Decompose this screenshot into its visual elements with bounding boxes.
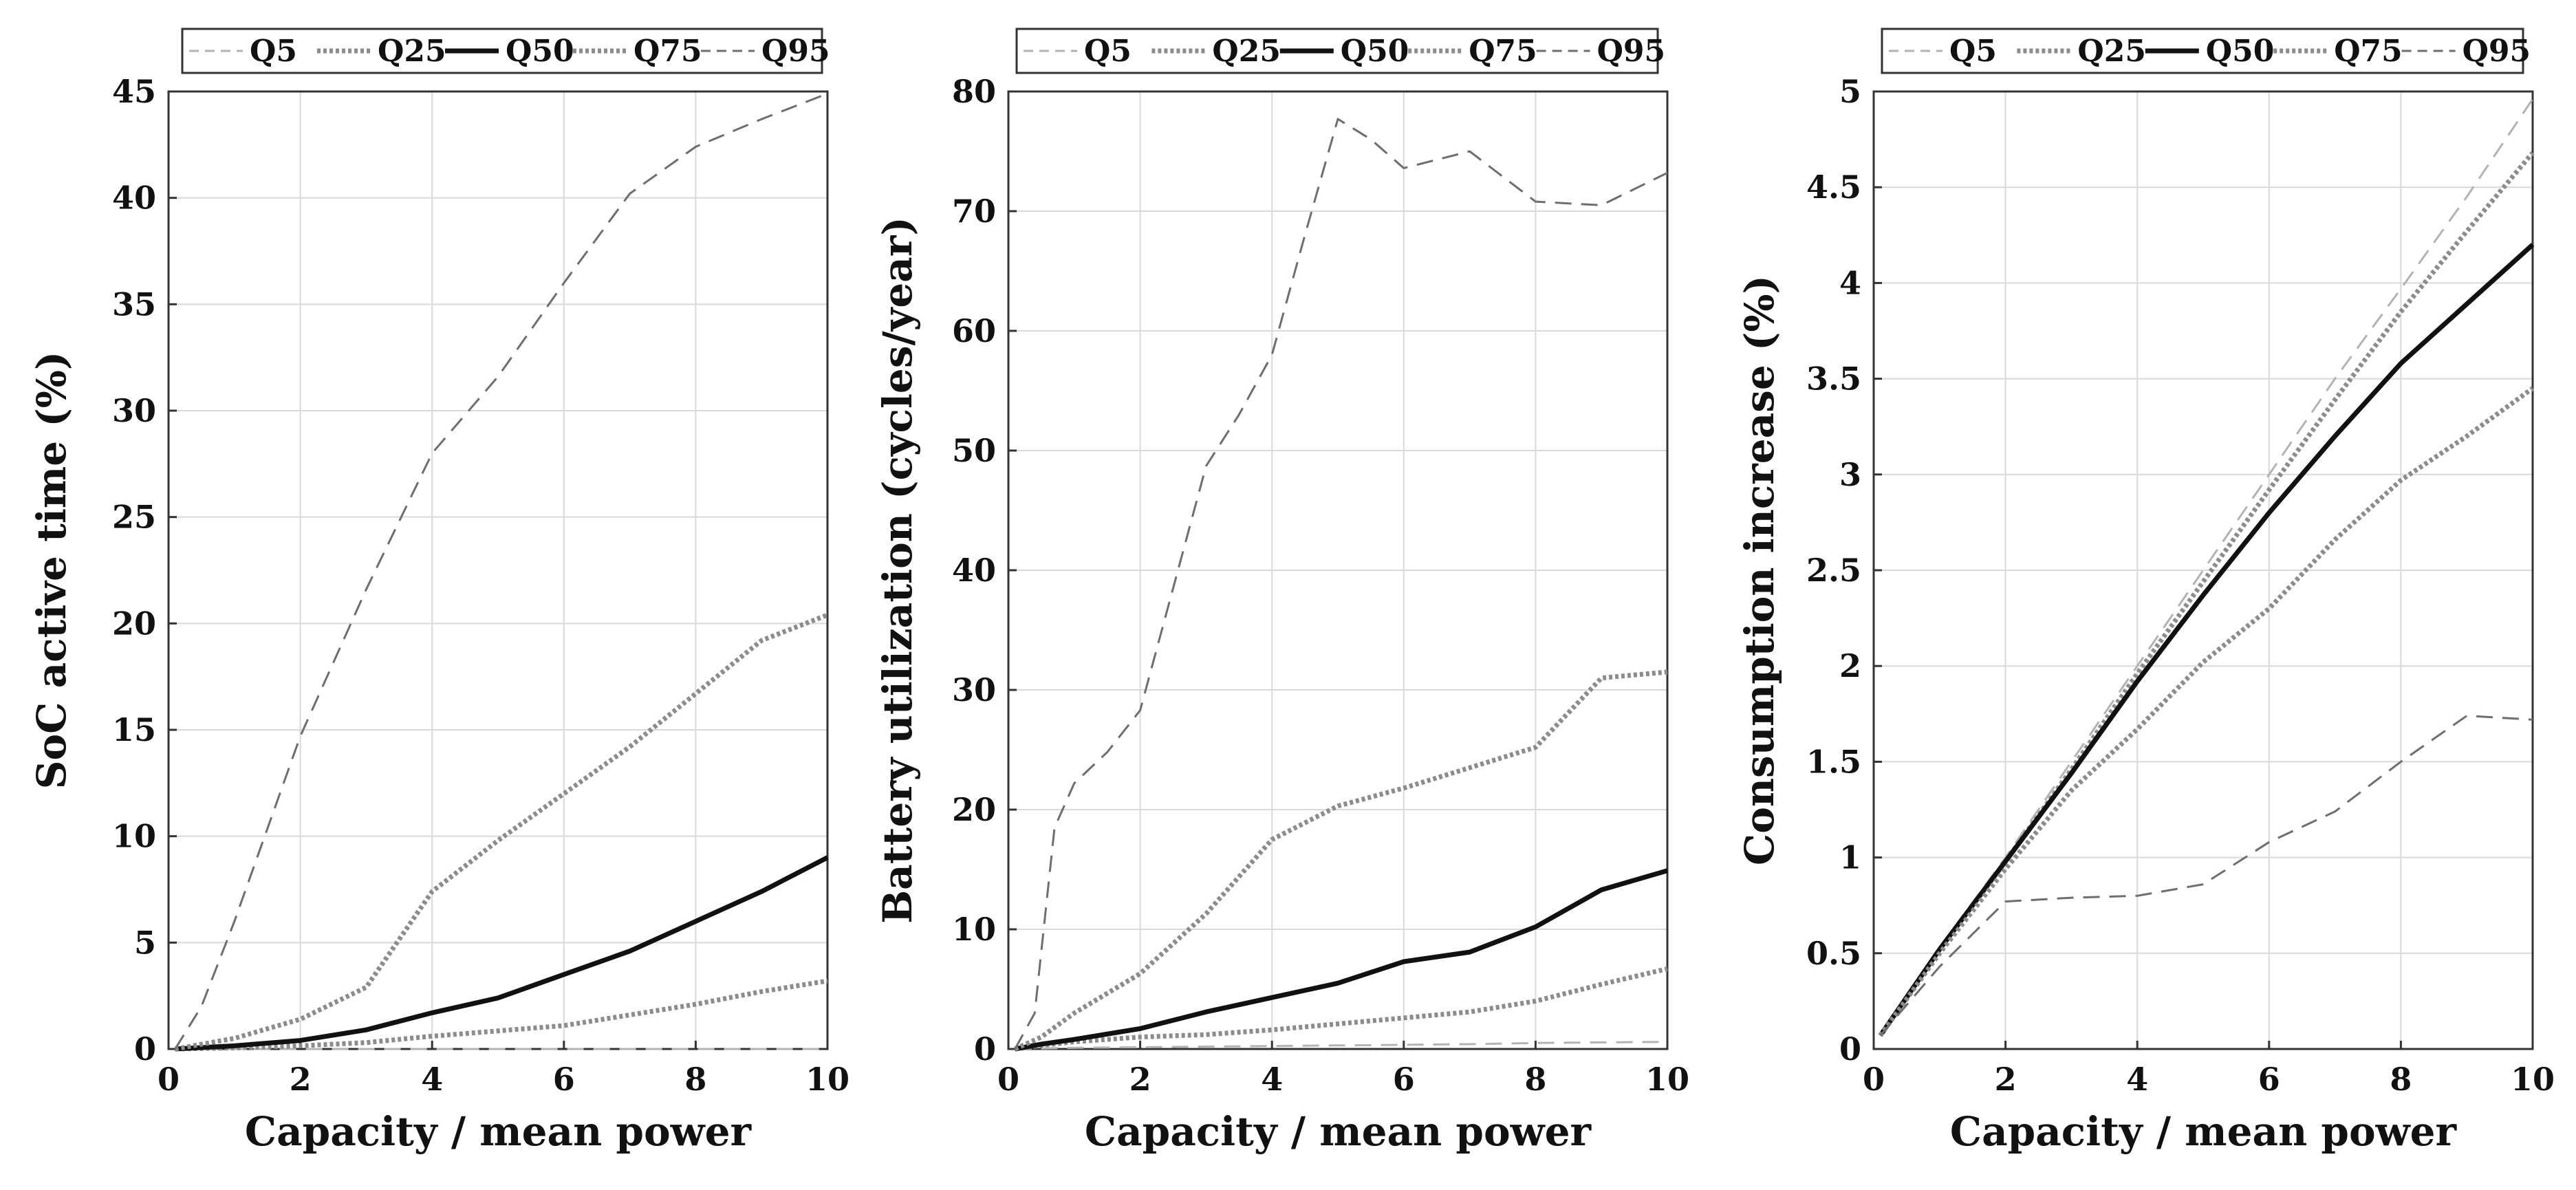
y-tick-label: 2.5 — [1806, 552, 1861, 589]
legend-label-q50: Q50 — [2206, 34, 2275, 69]
y-tick-label: 3 — [1839, 456, 1861, 493]
series-line-q50 — [1878, 243, 2535, 1037]
x-tick-label: 2 — [290, 1061, 312, 1098]
y-tick-label: 25 — [112, 499, 156, 536]
legend-label-q75: Q75 — [634, 34, 702, 69]
legend-label-q25: Q25 — [2077, 34, 2146, 69]
series-line-q50 — [1014, 868, 1668, 1052]
y-axis-label: Consumption increase (%) — [1736, 275, 1783, 865]
y-axis-label: Battery utilization (cycles/year) — [874, 217, 921, 924]
y-tick-label: 0 — [134, 1030, 156, 1068]
y-tick-label: 10 — [952, 911, 996, 948]
x-axis-label: Capacity / mean power — [1950, 1108, 2458, 1155]
chart-consumption-increase: 0 2 4 6 8 10 0 0.5 1 1.5 2 2.5 3 3.5 4 4.5 5 Capacity / m… — [1736, 28, 2555, 1155]
legend-label-q50: Q50 — [506, 34, 574, 69]
series-line-q95 — [1014, 118, 1668, 1050]
x-tick-label: 6 — [1393, 1061, 1415, 1098]
y-tick-label: 50 — [952, 432, 996, 469]
series-line-q50 — [175, 855, 829, 1052]
series-line-q5 — [1879, 98, 2534, 1037]
y-tick-label: 10 — [112, 818, 156, 855]
y-tick-label: 4.5 — [1806, 169, 1861, 206]
y-tick-label: 0 — [974, 1030, 996, 1068]
legend-label-q95: Q95 — [2463, 34, 2531, 69]
x-tick-label: 8 — [684, 1061, 706, 1098]
legend-label-q95: Q95 — [761, 34, 830, 69]
y-tick-label: 0 — [1839, 1030, 1861, 1068]
y-tick-label: 15 — [112, 711, 156, 748]
x-tick-label: 4 — [421, 1061, 443, 1098]
x-tick-label: 6 — [553, 1061, 575, 1098]
x-tick-label: 2 — [1995, 1061, 2017, 1098]
series-line-q5 — [1015, 1041, 1668, 1050]
y-tick-label: 70 — [952, 193, 996, 230]
legend-box — [1881, 28, 2524, 74]
y-tick-label: 5 — [134, 924, 156, 961]
y-tick-label: 1 — [1839, 839, 1861, 876]
y-tick-label: 5 — [1839, 73, 1861, 110]
legend: Q5 Q25 Q50 Q75 Q95 — [1015, 28, 1666, 74]
legend-label-q95: Q95 — [1597, 34, 1666, 69]
legend-box — [181, 28, 823, 74]
x-tick-label: 0 — [1863, 1061, 1885, 1098]
x-tick-label: 8 — [1524, 1061, 1546, 1098]
legend-label-q25: Q25 — [378, 34, 446, 69]
x-tick-label: 0 — [997, 1061, 1019, 1098]
x-tick-label: 4 — [2126, 1061, 2148, 1098]
y-tick-label: 30 — [952, 671, 996, 708]
legend-label-q50: Q50 — [1341, 34, 1409, 69]
series-line-q75 — [1878, 386, 2535, 1037]
legend: Q5 Q25 Q50 Q75 Q95 — [181, 28, 830, 74]
y-axis-label: SoC active time (%) — [28, 351, 75, 790]
y-tick-label: 20 — [112, 605, 156, 642]
legend: Q5 Q25 Q50 Q75 Q95 — [1881, 28, 2531, 74]
series-line-q75 — [1014, 669, 1668, 1052]
legend-label-q5: Q5 — [250, 34, 297, 69]
y-tick-label: 1.5 — [1806, 743, 1861, 780]
y-tick-label: 20 — [952, 791, 996, 828]
y-tick-label: 40 — [952, 552, 996, 589]
legend-box — [1015, 28, 1659, 74]
legend-label-q25: Q25 — [1212, 34, 1281, 69]
y-tick-label: 80 — [952, 73, 996, 110]
chart-battery-utilization: 0 2 4 6 8 10 0 10 20 30 40 50 60 70 80 Capacity / mean … — [874, 28, 1689, 1155]
series-line-q25 — [175, 978, 828, 1052]
x-tick-label: 2 — [1129, 1061, 1151, 1098]
x-tick-label: 10 — [2511, 1061, 2555, 1098]
x-tick-label: 4 — [1261, 1061, 1283, 1098]
y-tick-label: 45 — [112, 73, 156, 110]
legend-label-q75: Q75 — [2334, 34, 2403, 69]
legend-label-q75: Q75 — [1469, 34, 1537, 69]
y-tick-label: 0.5 — [1806, 935, 1861, 972]
x-tick-label: 10 — [805, 1061, 849, 1098]
chart-soc-active-time: 0 2 4 6 8 10 0 5 10 15 20 25 30 35 40 45 Capacity / mean… — [28, 28, 849, 1155]
x-tick-label: 0 — [158, 1061, 180, 1098]
legend-label-q5: Q5 — [1949, 34, 1997, 69]
series-line-q75 — [174, 612, 829, 1052]
y-tick-label: 2 — [1839, 647, 1861, 684]
legend-label-q5: Q5 — [1084, 34, 1132, 69]
x-tick-label: 10 — [1645, 1061, 1689, 1098]
y-tick-label: 3.5 — [1806, 360, 1861, 398]
series-line-q25 — [1015, 966, 1668, 1052]
y-tick-label: 40 — [112, 180, 156, 217]
y-tick-label: 4 — [1839, 264, 1861, 301]
y-tick-label: 30 — [112, 392, 156, 429]
y-tick-label: 60 — [952, 312, 996, 349]
series-line-q95 — [1879, 715, 2533, 1037]
y-tick-label: 35 — [112, 285, 156, 323]
x-axis-label: Capacity / mean power — [1085, 1108, 1592, 1155]
x-tick-label: 8 — [2390, 1061, 2412, 1098]
x-tick-label: 6 — [2258, 1061, 2280, 1098]
x-axis-label: Capacity / mean power — [245, 1108, 753, 1155]
